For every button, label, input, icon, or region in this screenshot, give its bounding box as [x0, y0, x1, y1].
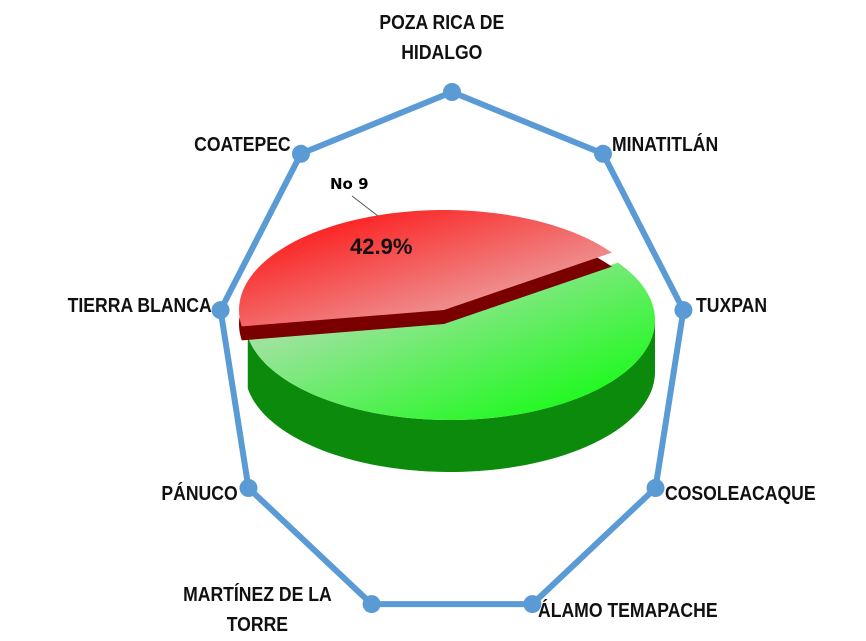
radar-point: [594, 144, 613, 163]
slice-label: No 9: [330, 175, 369, 193]
axis-label: MARTÍNEZ DE LA TORRE: [183, 584, 332, 636]
pie-side: [247, 320, 656, 472]
radar-point: [674, 301, 693, 320]
pie-slice: [247, 262, 655, 420]
radar-point: [362, 595, 381, 614]
radar-line: [217, 88, 687, 608]
radar-point: [646, 479, 665, 497]
axis-label: POZA RICA DE HIDALGO: [379, 12, 505, 64]
radar-point: [239, 479, 258, 497]
pie-slice: [239, 210, 612, 327]
radar-point: [291, 144, 310, 163]
value-label: 42.9%: [350, 234, 412, 259]
axis-label: COATEPEC: [194, 134, 291, 156]
axis-label: PÁNUCO: [161, 483, 238, 505]
axis-label: ÁLAMO TEMAPACHE: [538, 600, 718, 622]
axis-label: TIERRA BLANCA: [67, 295, 212, 317]
axis-label: COSOLEACAQUE: [665, 483, 816, 505]
axis-label: MINATITLÁN: [612, 134, 719, 156]
radar-point: [443, 83, 461, 101]
leader-line: [351, 195, 379, 217]
radar-point: [523, 595, 542, 614]
radar-point: [211, 301, 230, 320]
axis-label: TUXPAN: [696, 295, 768, 317]
